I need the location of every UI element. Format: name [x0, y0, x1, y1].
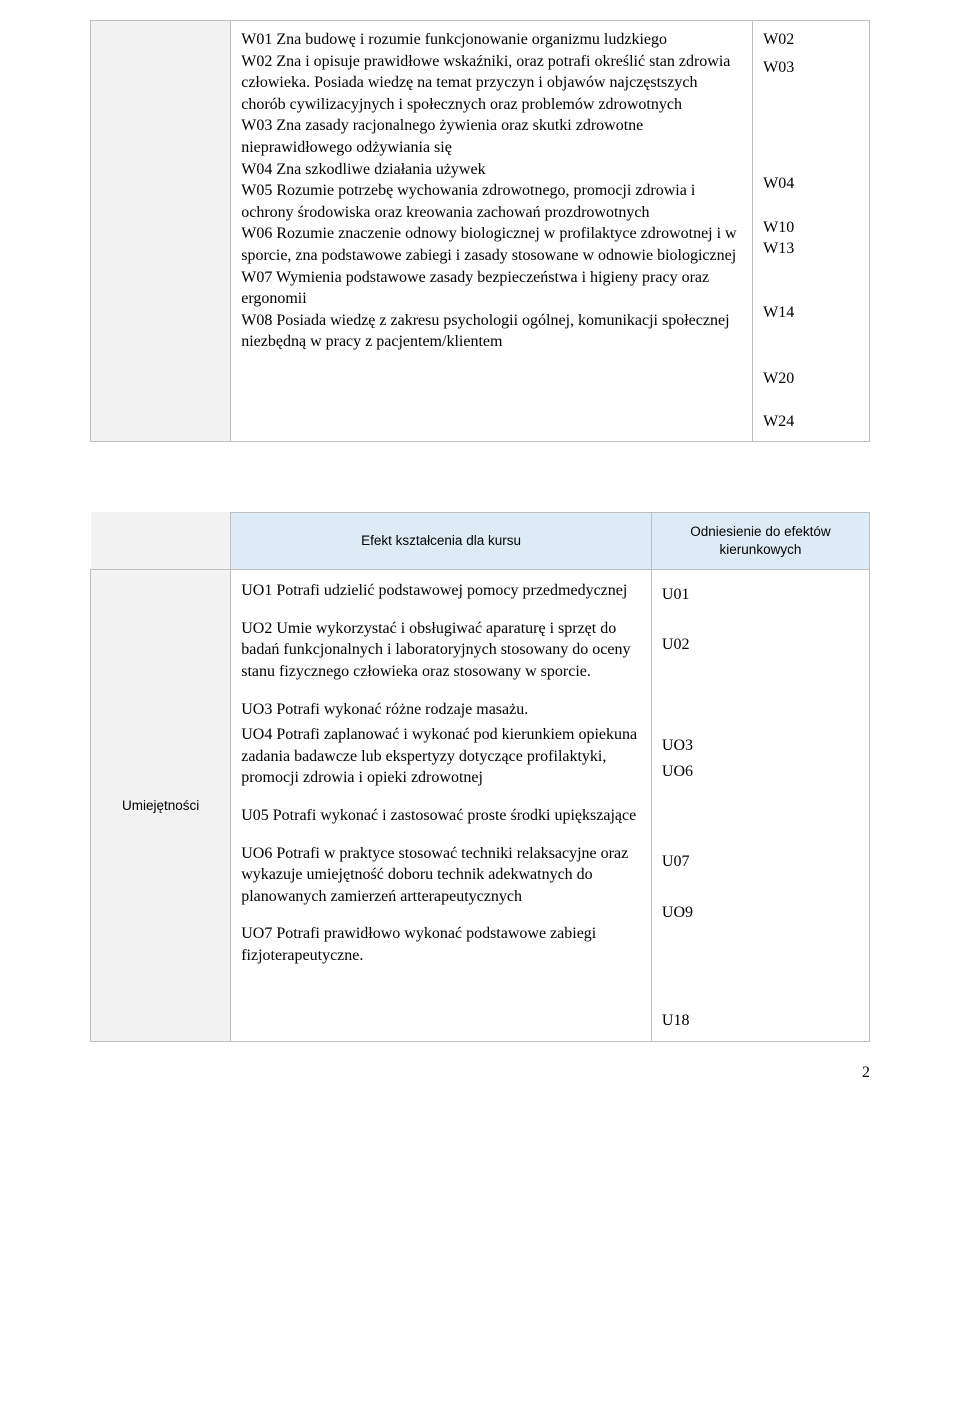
- sub-ref-cell: U01 U02 UO3 UO6 U07 UO9 U18: [651, 570, 869, 1042]
- w03-text: W03 Zna zasady racjonalnego żywienia ora…: [241, 115, 742, 158]
- ref-w10: W10: [763, 217, 859, 239]
- w08-text: W08 Posiada wiedzę z zakresu psychologii…: [241, 310, 742, 353]
- top-table-blank-cell: [91, 21, 231, 442]
- u03-text: UO3 Potrafi wykonać różne rodzaje masażu…: [241, 699, 641, 721]
- w06-text: W06 Rozumie znaczenie odnowy biologiczne…: [241, 223, 742, 266]
- ref-w02: W02: [763, 29, 859, 51]
- ref-uo6: UO6: [662, 761, 859, 783]
- u05-text: U05 Potrafi wykonać i zastosować proste …: [241, 805, 641, 827]
- ref-u18: U18: [662, 1010, 859, 1032]
- u02-text: UO2 Umie wykorzystać i obsługiwać aparat…: [241, 618, 641, 683]
- page-number: 2: [90, 1042, 870, 1084]
- top-table-ref-cell: W02 W03 W04 W10 W13 W14 W20 W24: [753, 21, 870, 442]
- u07-text: UO7 Potrafi prawidłowo wykonać podstawow…: [241, 923, 641, 966]
- sub-sidelabel: Umiejętności: [91, 570, 231, 1042]
- top-table-content-cell: W01 Zna budowę i rozumie funkcjonowanie …: [231, 21, 753, 442]
- sub-table-blank-header: [91, 512, 231, 569]
- u06-text: UO6 Potrafi w praktyce stosować techniki…: [241, 843, 641, 908]
- ref-u01: U01: [662, 584, 859, 606]
- w07-text: W07 Wymienia podstawowe zasady bezpiecze…: [241, 267, 742, 310]
- ref-w03: W03: [763, 57, 859, 79]
- w04-text: W04 Zna szkodliwe działania używek: [241, 159, 742, 181]
- ref-w20: W20: [763, 368, 859, 390]
- sub-table: Efekt kształcenia dla kursu Odniesienie …: [90, 512, 870, 1043]
- w01-text: W01 Zna budowę i rozumie funkcjonowanie …: [241, 29, 742, 51]
- w05-text: W05 Rozumie potrzebę wychowania zdrowotn…: [241, 180, 742, 223]
- ref-w04: W04: [763, 173, 859, 195]
- ref-w14: W14: [763, 302, 859, 324]
- u01-text: UO1 Potrafi udzielić podstawowej pomocy …: [241, 580, 641, 602]
- u04-text: UO4 Potrafi zaplanować i wykonać pod kie…: [241, 724, 641, 789]
- sub-header-right: Odniesienie do efektów kierunkowych: [651, 512, 869, 569]
- ref-w13: W13: [763, 238, 859, 260]
- ref-uo3: UO3: [662, 735, 859, 757]
- ref-u07: U07: [662, 851, 859, 873]
- ref-w24: W24: [763, 411, 859, 433]
- sub-content-cell: UO1 Potrafi udzielić podstawowej pomocy …: [231, 570, 652, 1042]
- ref-uo9: UO9: [662, 902, 859, 924]
- top-table: W01 Zna budowę i rozumie funkcjonowanie …: [90, 20, 870, 442]
- w02-text: W02 Zna i opisuje prawidłowe wskaźniki, …: [241, 51, 742, 116]
- sub-header-left: Efekt kształcenia dla kursu: [231, 512, 652, 569]
- ref-u02: U02: [662, 634, 859, 656]
